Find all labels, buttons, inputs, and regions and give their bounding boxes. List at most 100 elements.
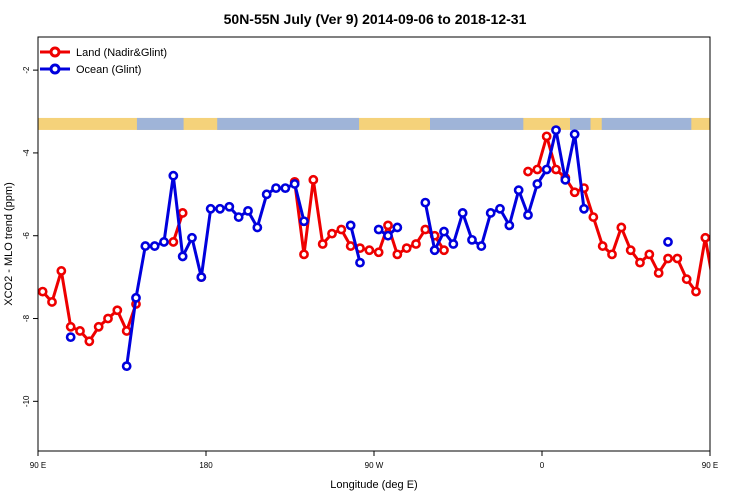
data-point	[205, 203, 216, 214]
data-point	[289, 179, 300, 189]
y-axis-label: XCO2 - MLO trend (ppm)	[3, 182, 15, 305]
data-point	[317, 239, 328, 249]
data-point	[140, 241, 151, 251]
data-point	[345, 220, 356, 231]
data-point	[588, 212, 599, 222]
data-point	[607, 249, 617, 260]
data-point	[392, 249, 403, 260]
data-point	[327, 228, 337, 239]
x-tick-label: 90 W	[365, 461, 384, 470]
data-point	[392, 222, 403, 233]
data-point	[131, 292, 141, 303]
series-land	[38, 131, 737, 347]
data-point	[439, 245, 449, 256]
data-point	[299, 249, 309, 260]
data-point	[532, 179, 543, 189]
data-point	[653, 268, 664, 278]
data-point	[429, 245, 440, 256]
series-line	[293, 178, 446, 256]
data-point	[373, 224, 384, 235]
legend-item-ocean: Ocean (Glint)	[40, 63, 141, 76]
chart-title: 50N-55N July (Ver 9) 2014-09-06 to 2018-…	[224, 11, 527, 27]
x-tick-label: 90 E	[702, 461, 718, 470]
ocean-band-segment	[217, 117, 360, 130]
data-point	[495, 203, 505, 214]
series-ocean	[65, 125, 673, 372]
data-point	[159, 237, 169, 247]
data-point	[523, 166, 533, 177]
y-tick-label: -10	[22, 395, 31, 407]
data-point	[448, 239, 459, 249]
data-point	[579, 203, 589, 214]
data-point	[149, 241, 160, 251]
data-point	[616, 222, 627, 233]
data-point	[720, 298, 727, 305]
data-point	[569, 187, 580, 198]
data-point	[103, 313, 113, 324]
data-point	[177, 208, 188, 218]
y-tick-label: -2	[22, 66, 31, 74]
data-point	[271, 183, 281, 194]
ocean-band-segment	[601, 117, 692, 130]
data-point	[411, 239, 421, 249]
data-point	[532, 164, 543, 175]
data-point	[65, 332, 76, 343]
data-point	[467, 234, 477, 245]
data-point	[308, 174, 319, 185]
data-point	[672, 253, 683, 264]
data-point	[355, 257, 365, 268]
data-point	[112, 305, 123, 316]
data-point	[252, 222, 263, 233]
data-point	[513, 185, 524, 196]
series-line	[349, 225, 362, 263]
ocean-band-segment	[136, 117, 184, 130]
y-axis: -2 -4 -6 -8 -10	[22, 66, 38, 407]
data-point	[299, 216, 309, 227]
data-point	[364, 245, 375, 256]
data-point	[551, 125, 561, 136]
data-point	[345, 241, 356, 251]
data-point	[261, 189, 272, 200]
series-layer	[38, 125, 737, 372]
data-point	[401, 243, 412, 254]
plot-frame	[37, 36, 711, 452]
data-point	[196, 272, 207, 283]
series-line	[125, 174, 306, 367]
data-point	[485, 208, 496, 218]
data-point	[541, 164, 552, 175]
data-point	[168, 237, 179, 247]
data-point	[439, 226, 449, 237]
data-point	[243, 205, 253, 216]
data-point	[75, 326, 85, 336]
y-tick-label: -6	[22, 232, 31, 240]
data-point	[121, 326, 132, 336]
y-tick-label: -8	[22, 314, 31, 322]
series-line	[423, 128, 586, 252]
x-axis: 90 E 180 90 W 0 90 E	[30, 451, 718, 470]
data-point	[383, 230, 393, 241]
data-point	[224, 201, 235, 212]
legend: Land (Nadir&Glint) Ocean (Glint)	[40, 46, 167, 76]
data-point	[420, 224, 431, 235]
land-band	[38, 117, 710, 130]
data-point	[84, 336, 95, 347]
land-ocean-band	[38, 117, 710, 130]
data-point	[93, 321, 104, 332]
data-point	[560, 174, 571, 185]
data-point	[187, 232, 197, 243]
x-tick-label: 180	[199, 461, 213, 470]
data-point	[691, 286, 701, 297]
data-point	[56, 266, 67, 276]
series-line	[527, 134, 710, 294]
ocean-band-segment	[430, 117, 524, 130]
data-point	[730, 267, 737, 274]
data-point	[700, 232, 710, 243]
data-point	[709, 290, 710, 294]
data-point	[420, 197, 431, 208]
legend-label-land: Land (Nadir&Glint)	[76, 47, 167, 59]
x-axis-label: Longitude (deg E)	[330, 479, 417, 491]
data-point	[383, 220, 393, 231]
data-point	[38, 286, 48, 297]
data-point	[233, 212, 244, 222]
